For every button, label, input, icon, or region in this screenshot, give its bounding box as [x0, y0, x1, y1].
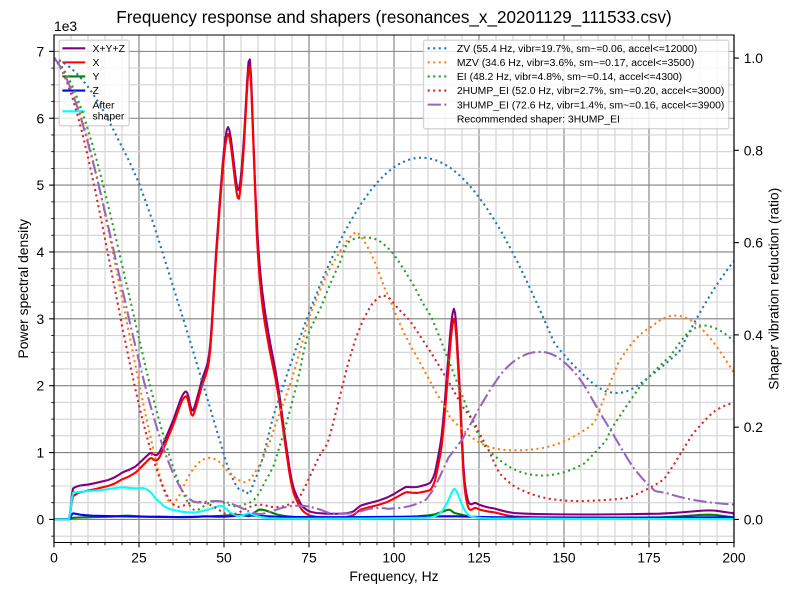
svg-text:0: 0 [50, 549, 58, 565]
svg-text:Frequency, Hz: Frequency, Hz [349, 568, 438, 584]
svg-text:7: 7 [37, 43, 45, 59]
svg-text:1: 1 [37, 445, 45, 461]
svg-text:Recommended shaper: 3HUMP_EI: Recommended shaper: 3HUMP_EI [457, 114, 620, 125]
svg-text:0: 0 [37, 511, 45, 527]
svg-text:125: 125 [467, 549, 490, 565]
svg-text:6: 6 [37, 110, 45, 126]
svg-text:50: 50 [216, 549, 232, 565]
svg-text:X+Y+Z: X+Y+Z [93, 44, 126, 55]
svg-text:175: 175 [637, 549, 660, 565]
svg-text:Y: Y [93, 72, 100, 83]
svg-text:2HUMP_EI (52.0 Hz, vibr=2.7%,: 2HUMP_EI (52.0 Hz, vibr=2.7%, sm~=0.20, … [457, 86, 725, 97]
svg-text:0.4: 0.4 [744, 327, 764, 343]
svg-text:Frequency response and shapers: Frequency response and shapers (resonanc… [116, 8, 671, 27]
svg-text:0.8: 0.8 [744, 142, 764, 158]
svg-text:1.0: 1.0 [744, 50, 764, 66]
svg-text:3HUMP_EI (72.6 Hz, vibr=1.4%,: 3HUMP_EI (72.6 Hz, vibr=1.4%, sm~=0.16, … [457, 100, 725, 111]
svg-text:Z: Z [93, 86, 100, 97]
svg-text:3: 3 [37, 311, 45, 327]
svg-text:75: 75 [301, 549, 317, 565]
svg-text:25: 25 [131, 549, 147, 565]
svg-text:After: After [93, 100, 116, 111]
svg-text:100: 100 [382, 549, 405, 565]
svg-text:Power spectral density: Power spectral density [15, 219, 31, 359]
svg-text:X: X [93, 58, 100, 69]
svg-text:2: 2 [37, 378, 45, 394]
svg-text:Shaper vibration reduction (ra: Shaper vibration reduction (ratio) [766, 188, 782, 390]
svg-text:4: 4 [37, 244, 45, 260]
svg-text:0.0: 0.0 [744, 511, 764, 527]
svg-text:MZV (34.6 Hz, vibr=3.6%, sm~=0: MZV (34.6 Hz, vibr=3.6%, sm~=0.17, accel… [457, 58, 694, 69]
svg-text:5: 5 [37, 177, 45, 193]
svg-text:ZV (55.4 Hz, vibr=19.7%, sm~=0: ZV (55.4 Hz, vibr=19.7%, sm~=0.06, accel… [457, 44, 697, 55]
svg-text:EI (48.2 Hz, vibr=4.8%, sm~=0.: EI (48.2 Hz, vibr=4.8%, sm~=0.14, accel<… [457, 72, 682, 83]
svg-text:200: 200 [722, 549, 745, 565]
svg-text:1e3: 1e3 [54, 18, 77, 34]
svg-text:shaper: shaper [93, 111, 125, 122]
svg-text:0.6: 0.6 [744, 235, 764, 251]
svg-text:150: 150 [552, 549, 575, 565]
svg-text:0.2: 0.2 [744, 419, 764, 435]
